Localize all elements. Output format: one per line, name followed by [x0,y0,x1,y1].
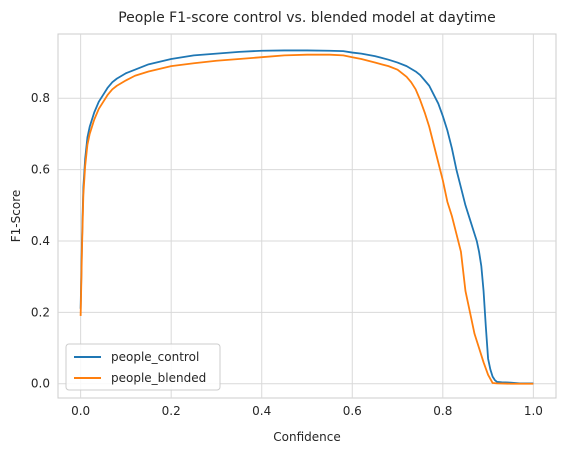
series-line-people-control [79,49,534,385]
y-tick-label: 0.8 [31,91,50,105]
y-axis-label: F1-Score [9,190,23,242]
tick-labels: 0.0 0.2 0.4 0.6 0.8 1.0 0.0 0.2 0.4 0.6 0.8 [31,91,543,418]
plot-area [57,33,557,399]
x-tick-label: 0.2 [162,404,181,418]
y-tick-label: 0.4 [31,234,50,248]
legend-label-people-control: people_control [111,350,199,364]
y-tick-label: 0.0 [31,377,50,391]
x-tick-label: 0.8 [433,404,452,418]
x-axis-label: Confidence [273,430,340,444]
legend-box [65,343,221,391]
x-tick-label: 0.4 [252,404,271,418]
chart-title: People F1-score control vs. blended mode… [118,10,496,26]
legend-label-people-blended: people_blended [111,371,206,385]
series-lines [79,49,534,385]
x-tick-label: 1.0 [524,404,543,418]
series-line-people-blended [79,53,534,385]
legend: people_control people_blended [65,343,221,391]
y-tick-label: 0.2 [31,305,50,319]
x-tick-label: 0.0 [71,404,90,418]
y-tick-label: 0.6 [31,163,50,177]
x-tick-label: 0.6 [343,404,362,418]
grid-lines [58,34,556,398]
